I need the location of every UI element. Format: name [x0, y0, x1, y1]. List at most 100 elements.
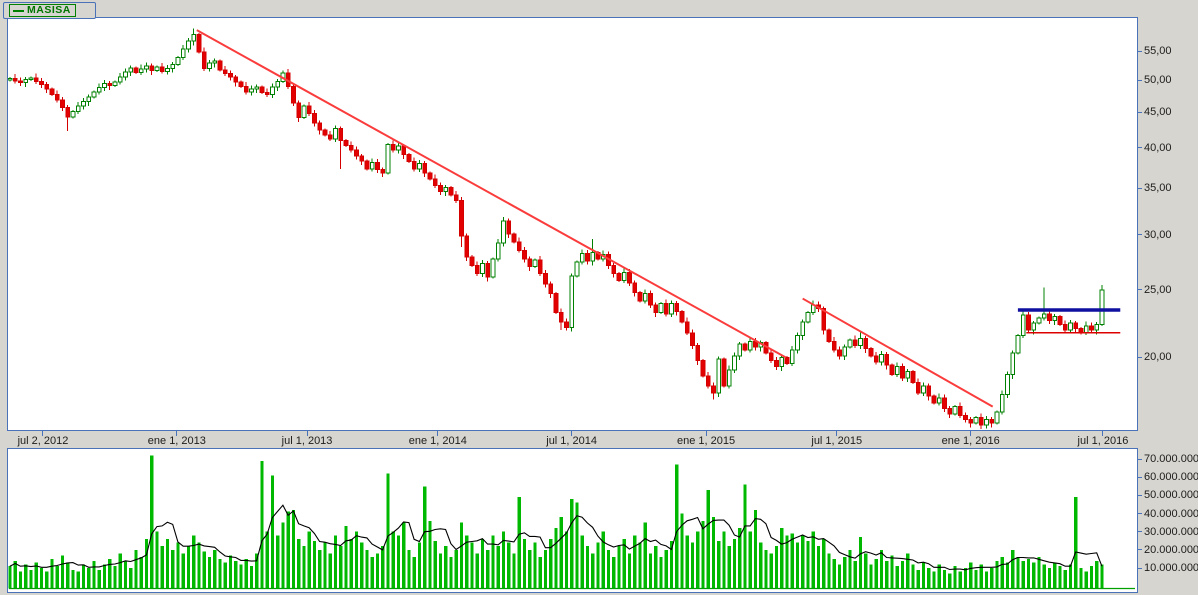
candlestick[interactable]	[915, 378, 921, 396]
volume-bar[interactable]	[328, 553, 332, 589]
volume-bar[interactable]	[743, 484, 747, 589]
volume-bar[interactable]	[533, 542, 537, 589]
candlestick[interactable]	[212, 58, 218, 68]
volume-bar[interactable]	[1079, 568, 1083, 589]
candlestick[interactable]	[695, 343, 701, 365]
volume-bar[interactable]	[87, 568, 91, 589]
volume-bar[interactable]	[843, 557, 847, 589]
candlestick[interactable]	[359, 153, 365, 166]
volume-bar[interactable]	[858, 537, 862, 589]
candlestick[interactable]	[700, 359, 706, 378]
candlestick[interactable]	[369, 158, 375, 172]
candlestick[interactable]	[653, 302, 659, 317]
candlestick[interactable]	[327, 130, 333, 142]
volume-bar[interactable]	[239, 564, 243, 589]
volume-bar[interactable]	[491, 535, 495, 589]
candlestick[interactable]	[616, 271, 622, 282]
volume-bar[interactable]	[1016, 557, 1020, 589]
candlestick[interactable]	[579, 249, 585, 265]
volume-bar[interactable]	[507, 542, 511, 589]
candlestick[interactable]	[826, 328, 832, 343]
volume-bar[interactable]	[134, 549, 138, 589]
volume-bar[interactable]	[685, 535, 689, 589]
candlestick[interactable]	[742, 342, 748, 352]
candlestick[interactable]	[207, 59, 212, 72]
candlestick[interactable]	[469, 255, 475, 268]
volume-bar[interactable]	[921, 562, 925, 589]
volume-bar[interactable]	[150, 455, 154, 589]
candlestick[interactable]	[317, 120, 323, 135]
candlestick[interactable]	[632, 280, 638, 297]
volume-bar[interactable]	[932, 571, 936, 589]
candlestick[interactable]	[984, 416, 989, 429]
volume-bar[interactable]	[60, 555, 64, 589]
candlestick[interactable]	[312, 110, 317, 127]
candlestick[interactable]	[879, 351, 884, 366]
volume-bar[interactable]	[360, 542, 364, 589]
volume-bar[interactable]	[129, 568, 133, 589]
volume-bar[interactable]	[748, 531, 752, 589]
candlestick[interactable]	[690, 329, 695, 349]
candlestick[interactable]	[275, 79, 281, 92]
candlestick[interactable]	[800, 319, 806, 340]
volume-bar[interactable]	[29, 569, 33, 589]
candlestick[interactable]	[1041, 287, 1047, 321]
candlestick[interactable]	[385, 143, 391, 175]
candlestick[interactable]	[590, 238, 596, 266]
volume-bar[interactable]	[811, 531, 815, 589]
candlestick[interactable]	[75, 101, 81, 114]
candlestick[interactable]	[159, 62, 165, 74]
candlestick[interactable]	[868, 347, 874, 358]
volume-bar[interactable]	[123, 560, 127, 589]
volume-bar[interactable]	[234, 560, 238, 589]
volume-bar[interactable]	[690, 542, 694, 589]
candlestick[interactable]	[921, 382, 926, 397]
candlestick[interactable]	[1031, 320, 1037, 335]
candlestick[interactable]	[842, 344, 848, 361]
volume-bar[interactable]	[349, 538, 353, 589]
volume-bar[interactable]	[911, 564, 915, 589]
volume-bar[interactable]	[34, 562, 38, 589]
candlestick[interactable]	[333, 125, 338, 143]
volume-bar[interactable]	[801, 535, 805, 589]
volume-bar[interactable]	[13, 560, 17, 589]
volume-bar[interactable]	[1021, 560, 1025, 589]
candlestick[interactable]	[102, 79, 107, 91]
candlestick[interactable]	[196, 32, 202, 54]
candlestick[interactable]	[96, 83, 102, 95]
candlestick[interactable]	[254, 84, 260, 94]
candlestick[interactable]	[852, 335, 858, 349]
candlestick[interactable]	[464, 233, 470, 262]
volume-bar[interactable]	[365, 549, 369, 589]
candlestick[interactable]	[910, 369, 916, 385]
volume-bar[interactable]	[638, 542, 642, 589]
volume-bar[interactable]	[176, 542, 180, 589]
candlestick[interactable]	[963, 412, 968, 423]
candlestick[interactable]	[900, 363, 905, 382]
candlestick[interactable]	[737, 341, 743, 361]
volume-bar[interactable]	[1047, 568, 1051, 589]
volume-bar[interactable]	[654, 546, 658, 589]
candlestick[interactable]	[54, 90, 60, 103]
volume-bar[interactable]	[1058, 566, 1062, 589]
candlestick[interactable]	[1052, 314, 1058, 325]
candlestick[interactable]	[285, 68, 291, 89]
trendline[interactable]	[196, 29, 787, 359]
volume-bar[interactable]	[879, 549, 883, 589]
candlestick[interactable]	[1026, 311, 1031, 334]
volume-bar[interactable]	[664, 549, 668, 589]
candlestick[interactable]	[375, 159, 380, 174]
candlestick[interactable]	[65, 105, 71, 131]
candlestick[interactable]	[12, 74, 18, 84]
volume-bar[interactable]	[276, 535, 280, 589]
volume-bar[interactable]	[92, 560, 96, 589]
price-chart-canvas[interactable]	[8, 18, 1136, 429]
candlestick[interactable]	[243, 82, 249, 95]
volume-bar[interactable]	[391, 531, 395, 589]
volume-bar[interactable]	[66, 562, 70, 589]
candlestick[interactable]	[774, 357, 779, 371]
candlestick[interactable]	[684, 317, 690, 336]
volume-bar[interactable]	[281, 522, 285, 589]
volume-bar[interactable]	[874, 558, 878, 589]
volume-bar[interactable]	[969, 562, 973, 589]
